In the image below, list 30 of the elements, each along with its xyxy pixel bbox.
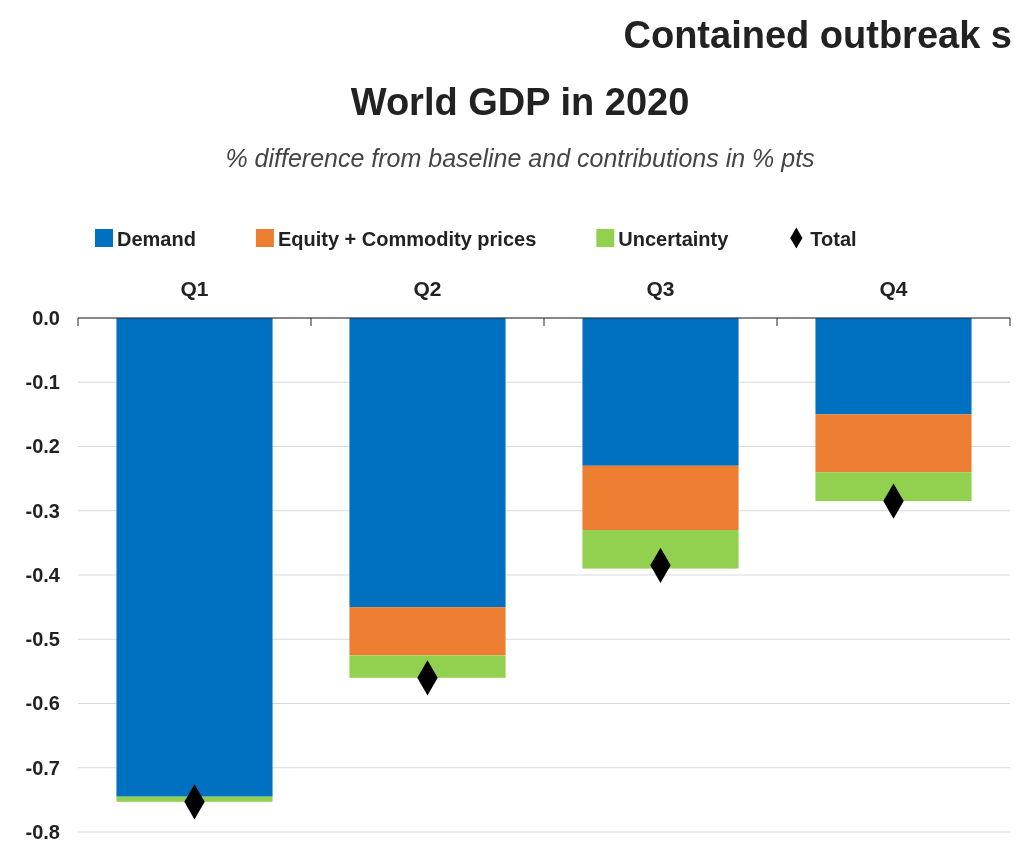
y-tick-label: -0.8: [25, 820, 60, 843]
bar: [582, 465, 739, 531]
y-tick-label: -0.3: [25, 499, 60, 522]
bar: [349, 655, 506, 678]
bar: [582, 318, 739, 466]
bar: [116, 318, 273, 797]
y-tick-label: -0.2: [25, 435, 60, 458]
y-tick-label: -0.1: [25, 371, 60, 394]
legend-label: Uncertainty: [618, 228, 730, 250]
bar: [815, 318, 972, 415]
bar: [815, 414, 972, 473]
y-tick-label: -0.6: [25, 692, 60, 715]
x-tick-label: Q1: [180, 277, 209, 300]
y-tick-label: -0.7: [25, 756, 60, 779]
y-axis-title: % difference from baseline and contributions in % pts: [225, 144, 815, 172]
bar: [815, 472, 972, 502]
bar: [582, 530, 739, 569]
chart-title: Contained outbreak s: [623, 14, 1012, 56]
x-tick-label: Q4: [879, 277, 908, 300]
chart-subtitle: World GDP in 2020: [350, 81, 690, 123]
legend-label: Equity + Commodity prices: [277, 228, 537, 250]
bar: [349, 607, 506, 656]
legend-label: Total: [810, 228, 857, 250]
x-tick-label: Q2: [413, 277, 442, 300]
y-tick-label: -0.4: [25, 563, 61, 586]
y-tick-label: -0.5: [25, 628, 60, 651]
bar: [349, 318, 506, 608]
y-tick-label: 0.0: [32, 306, 60, 329]
legend-label: Demand: [117, 228, 196, 250]
x-tick-label: Q3: [646, 277, 675, 300]
